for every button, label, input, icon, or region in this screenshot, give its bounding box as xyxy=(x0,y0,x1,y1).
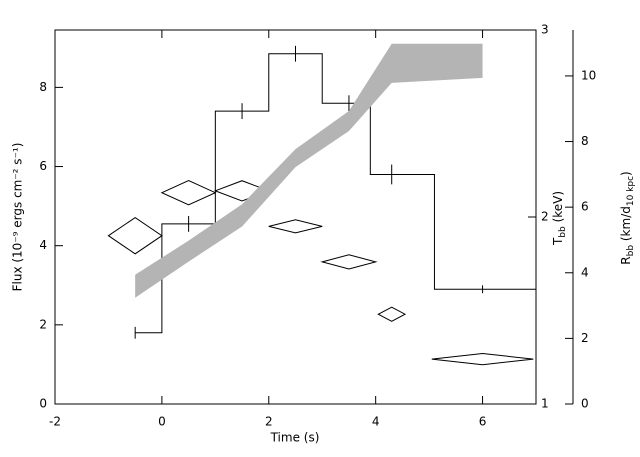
y3-tick-label: 2 xyxy=(581,331,589,345)
x-axis-label: Time (s) xyxy=(270,431,320,445)
y3-axis-label: Rbb (km/d10 kpc) xyxy=(619,171,636,264)
y3-tick-label: 4 xyxy=(581,265,589,279)
y-tick-label: 8 xyxy=(39,80,47,94)
y3-tick-label: 6 xyxy=(581,200,589,214)
temperature-diamond xyxy=(377,306,407,322)
x-tick-label: 0 xyxy=(158,415,166,429)
x-tick-label: -2 xyxy=(49,415,61,429)
label-part: (km/d xyxy=(619,206,633,245)
y-tick-label: 6 xyxy=(39,159,47,173)
temperature-diamond xyxy=(268,219,323,234)
y-tick-label: 4 xyxy=(39,238,47,252)
y2-tick-label: 3 xyxy=(541,23,549,37)
radius-band xyxy=(135,43,483,298)
label-part: 10 kpc xyxy=(626,176,636,206)
label-part: bb xyxy=(558,226,568,238)
y-tick-label: 0 xyxy=(39,397,47,411)
temperature-diamond xyxy=(320,254,378,270)
y2-tick-label: 1 xyxy=(541,397,549,411)
x-tick-label: 6 xyxy=(479,415,487,429)
y-axis-label: Flux (10⁻⁹ ergs cm⁻² s⁻¹) xyxy=(11,143,25,292)
y2-tick-label: 2 xyxy=(541,210,549,224)
y3-tick-label: 10 xyxy=(581,68,596,82)
label-part: R xyxy=(619,256,633,264)
plot-frame xyxy=(54,29,537,405)
label-part: bb xyxy=(626,245,636,257)
y2-axis-label: Tbb (keV) xyxy=(551,191,568,246)
label-part: (keV) xyxy=(551,191,565,226)
x-tick-label: 2 xyxy=(265,415,273,429)
label-part: ) xyxy=(619,171,633,176)
y-tick-label: 2 xyxy=(39,317,47,331)
temperature-diamond xyxy=(160,179,217,206)
temperature-diamond xyxy=(107,216,163,255)
y3-tick-label: 8 xyxy=(581,134,589,148)
y3-tick-label: 0 xyxy=(581,397,589,411)
temperature-diamond xyxy=(431,353,534,366)
flux-step xyxy=(135,53,536,334)
label-part: T xyxy=(551,237,565,246)
x-tick-label: 4 xyxy=(372,415,380,429)
